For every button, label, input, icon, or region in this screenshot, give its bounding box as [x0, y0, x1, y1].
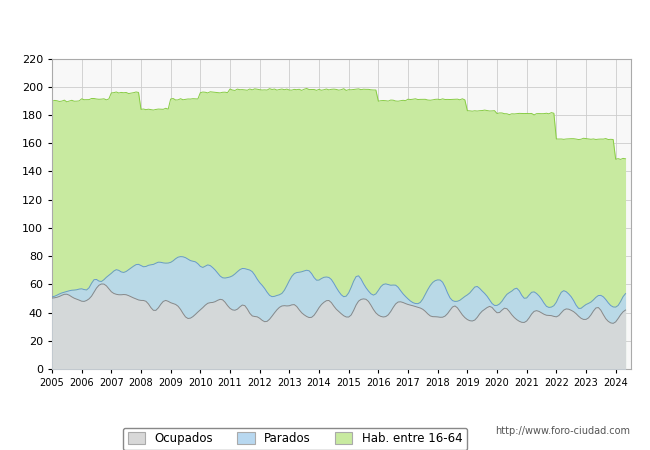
Legend: Ocupados, Parados, Hab. entre 16-64: Ocupados, Parados, Hab. entre 16-64 — [123, 428, 467, 450]
Text: http://www.foro-ciudad.com: http://www.foro-ciudad.com — [495, 427, 630, 436]
Text: Florida de Liébana - Evolucion de la poblacion en edad de Trabajar Mayo de 2024: Florida de Liébana - Evolucion de la pob… — [7, 20, 643, 34]
